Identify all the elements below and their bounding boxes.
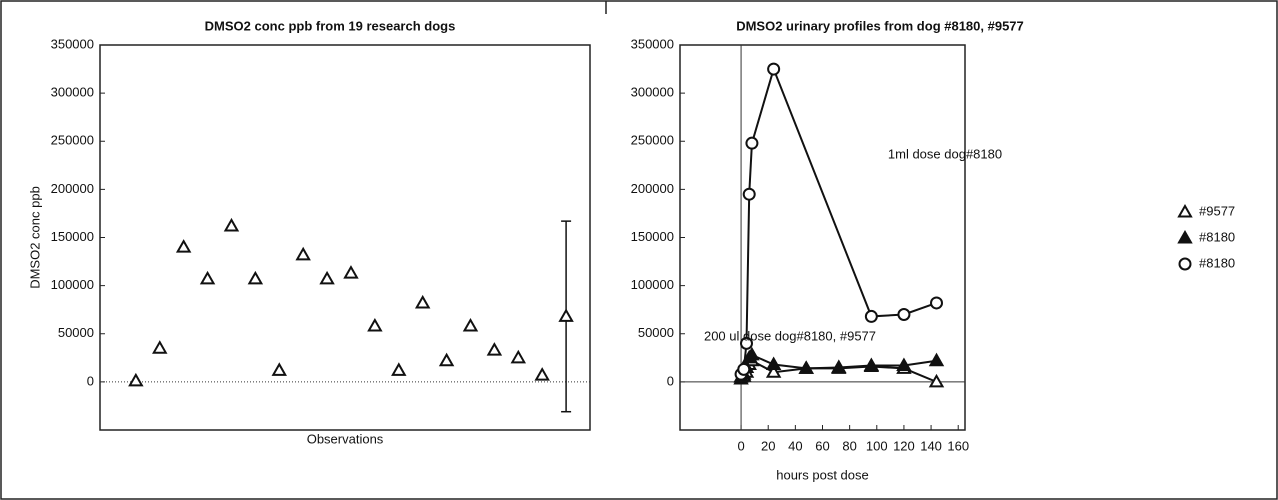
marker (199, 270, 216, 285)
marker (534, 367, 550, 381)
marker (798, 360, 814, 374)
marker (175, 239, 192, 253)
annotation: 1ml dose dog#8180 (888, 146, 1002, 161)
marker (271, 362, 287, 376)
y-tick-label: 0 (87, 373, 94, 388)
marker (897, 308, 911, 321)
y-tick-label: 150000 (631, 229, 674, 244)
y-tick-label: 250000 (631, 133, 674, 148)
marker (737, 362, 751, 376)
x-axis-label: Observations (307, 431, 384, 446)
marker (391, 362, 407, 376)
y-tick-label: 100000 (51, 277, 94, 292)
legend-label: #8180 (1199, 229, 1235, 244)
x-axis-label: hours post dose (776, 467, 869, 482)
legend-marker (1177, 203, 1193, 218)
marker (765, 364, 782, 378)
y-tick-label: 50000 (638, 325, 674, 340)
marker (744, 346, 760, 361)
legend-label: #9577 (1199, 203, 1235, 218)
y-tick-label: 200000 (51, 181, 94, 196)
marker (740, 336, 753, 350)
marker (742, 187, 756, 201)
legend-label: #8180 (1199, 255, 1235, 270)
x-tick-label: 140 (920, 438, 942, 453)
plot-area (679, 44, 966, 431)
marker (223, 217, 240, 232)
y-tick-label: 200000 (631, 181, 674, 196)
marker (152, 340, 168, 354)
marker (930, 296, 943, 310)
x-tick-label: 120 (893, 438, 915, 453)
marker (864, 309, 878, 323)
y-tick-label: 300000 (51, 85, 94, 100)
y-tick-label: 150000 (51, 229, 94, 244)
x-tick-label: 80 (842, 438, 856, 453)
marker (767, 62, 781, 76)
x-tick-label: 20 (761, 438, 775, 453)
marker (831, 359, 847, 373)
y-tick-label: 250000 (51, 133, 94, 148)
marker (343, 265, 359, 279)
y-tick-label: 350000 (51, 36, 94, 51)
x-tick-label: 0 (737, 438, 744, 453)
marker (319, 270, 335, 285)
x-tick-label: 40 (788, 438, 802, 453)
x-tick-label: 60 (815, 438, 829, 453)
plot-area (99, 44, 591, 431)
marker (510, 349, 527, 364)
x-tick-label: 160 (947, 438, 969, 453)
marker (414, 294, 431, 309)
marker (247, 270, 264, 285)
marker (486, 342, 503, 356)
legend-marker (1177, 229, 1193, 244)
marker (558, 308, 574, 322)
marker (745, 136, 759, 150)
chart-title: DMSO2 urinary profiles from dog #8180, #… (736, 18, 1024, 33)
y-tick-label: 0 (667, 373, 674, 388)
y-axis-label: DMSO2 conc ppb (27, 186, 42, 289)
y-tick-label: 350000 (631, 36, 674, 51)
marker (295, 246, 311, 261)
y-tick-label: 50000 (58, 325, 94, 340)
marker (462, 318, 479, 332)
marker (896, 357, 912, 372)
x-tick-label: 100 (866, 438, 888, 453)
annotation: 200 ul dose dog#8180, #9577 (704, 328, 876, 343)
marker (765, 356, 782, 371)
marker (438, 352, 455, 367)
marker (928, 352, 945, 367)
chart-title: DMSO2 conc ppb from 19 research dogs (205, 18, 456, 33)
y-tick-label: 300000 (631, 85, 674, 100)
marker (928, 373, 945, 388)
legend-marker (1178, 257, 1192, 271)
y-tick-label: 100000 (631, 277, 674, 292)
marker (128, 372, 144, 387)
marker (863, 357, 880, 372)
marker (367, 318, 383, 332)
